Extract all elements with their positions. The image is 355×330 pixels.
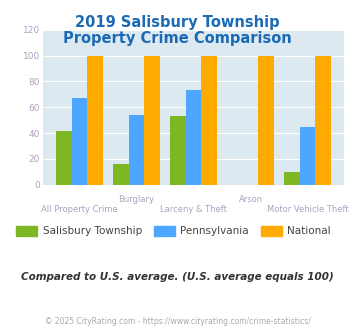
Text: © 2025 CityRating.com - https://www.cityrating.com/crime-statistics/: © 2025 CityRating.com - https://www.city… xyxy=(45,317,310,326)
Text: Property Crime Comparison: Property Crime Comparison xyxy=(63,31,292,46)
Text: Larceny & Theft: Larceny & Theft xyxy=(160,206,227,214)
Bar xyxy=(315,55,331,185)
Text: Burglary: Burglary xyxy=(119,195,154,204)
Text: Compared to U.S. average. (U.S. average equals 100): Compared to U.S. average. (U.S. average … xyxy=(21,272,334,282)
Bar xyxy=(170,116,186,185)
Text: Arson: Arson xyxy=(239,195,263,204)
Bar xyxy=(300,127,315,185)
Bar xyxy=(284,172,300,185)
Text: All Property Crime: All Property Crime xyxy=(41,206,118,214)
Bar xyxy=(201,55,217,185)
Bar xyxy=(129,115,144,185)
Bar xyxy=(258,55,274,185)
Text: Motor Vehicle Theft: Motor Vehicle Theft xyxy=(267,206,348,214)
Bar xyxy=(113,164,129,185)
Legend: Salisbury Township, Pennsylvania, National: Salisbury Township, Pennsylvania, Nation… xyxy=(12,221,335,241)
Bar xyxy=(56,130,72,185)
Bar xyxy=(72,98,87,185)
Bar xyxy=(144,55,159,185)
Bar xyxy=(87,55,103,185)
Text: 2019 Salisbury Township: 2019 Salisbury Township xyxy=(75,15,280,30)
Bar xyxy=(186,90,201,185)
